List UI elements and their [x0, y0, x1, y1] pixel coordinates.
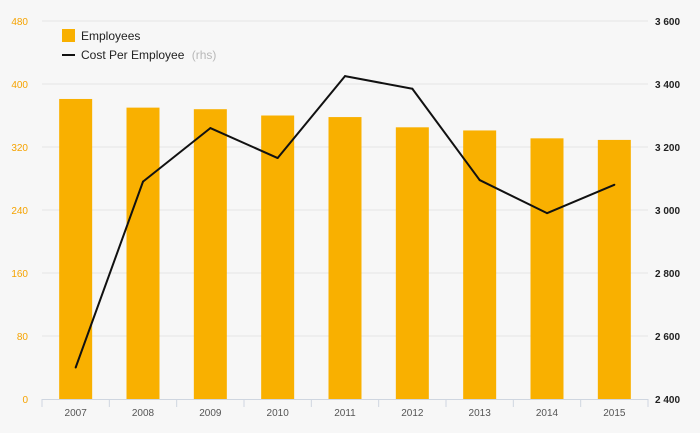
bar-employees-2008: [126, 107, 160, 399]
bar-employees-2013: [463, 130, 497, 399]
y-right-tick-label: 2 400: [655, 395, 680, 406]
legend-label-cost-per-employee: Cost Per Employee (rhs): [81, 48, 216, 62]
x-tick-label-2010: 2010: [267, 408, 290, 419]
point-cost-per-employee-2010: [276, 157, 279, 160]
y-axis-right: 2 400 2 600 2 800 3 000 3 200 3 400 3 600: [655, 17, 680, 406]
y-right-tick-label: 3 400: [655, 80, 680, 91]
point-cost-per-employee-2011: [344, 75, 346, 78]
point-cost-per-employee-2013: [478, 179, 481, 182]
legend-swatch-employees: [62, 29, 75, 42]
x-tick-label-2008: 2008: [132, 408, 155, 419]
line-series: [74, 75, 616, 369]
y-left-tick-label: 160: [11, 269, 28, 280]
bar-employees-2014: [530, 138, 564, 399]
x-tick-label-2011: 2011: [334, 408, 356, 419]
x-tick-label-2014: 2014: [536, 408, 559, 419]
y-right-tick-label: 3 000: [655, 206, 680, 217]
point-cost-per-employee-2007: [74, 366, 77, 369]
x-tick-label-2015: 2015: [603, 408, 626, 419]
x-axis: 2007 2008 2009 2010 2011 2012 2013 2014 2015: [41, 399, 649, 419]
bar-employees-2010: [261, 115, 295, 399]
legend-label-rhs: (rhs): [192, 48, 217, 62]
point-cost-per-employee-2014: [546, 212, 548, 215]
point-cost-per-employee-2012: [411, 87, 414, 90]
x-tick-label-2012: 2012: [401, 408, 424, 419]
bar-employees-2011: [328, 117, 362, 399]
y-right-tick-label: 2 600: [655, 332, 680, 343]
bar-employees-2007: [59, 98, 93, 400]
y-right-tick-label: 3 200: [655, 143, 680, 154]
y-right-tick-label: 3 600: [655, 17, 680, 28]
legend: Employees Cost Per Employee (rhs): [62, 29, 216, 62]
bar-series: [59, 98, 631, 400]
y-left-tick-label: 240: [11, 206, 28, 217]
y-left-tick-label: 400: [11, 80, 28, 91]
y-left-tick-label: 480: [11, 17, 28, 28]
bar-employees-2015: [597, 139, 631, 399]
y-right-tick-label: 2 800: [655, 269, 680, 280]
point-cost-per-employee-2008: [142, 180, 144, 183]
legend-label-employees: Employees: [81, 29, 140, 43]
x-tick-label-2007: 2007: [65, 408, 88, 419]
y-left-tick-label: 320: [11, 143, 28, 154]
bar-employees-2012: [395, 127, 429, 399]
y-left-tick-label: 80: [17, 332, 29, 343]
point-cost-per-employee-2009: [209, 127, 212, 130]
y-left-tick-label: 0: [22, 395, 28, 406]
x-tick-label-2009: 2009: [199, 408, 222, 419]
legend-label-cost-text: Cost Per Employee: [81, 48, 185, 62]
y-axis-left: 0 80 160 240 320 400 480: [11, 17, 28, 406]
bar-employees-2009: [193, 109, 227, 399]
x-tick-label-2013: 2013: [469, 408, 492, 419]
point-cost-per-employee-2015: [613, 183, 616, 186]
